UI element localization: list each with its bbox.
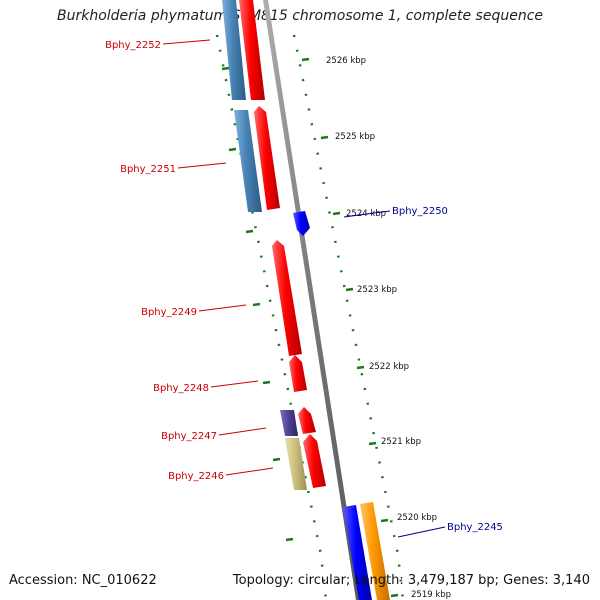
gene-bphy-2245-orange: [360, 502, 390, 600]
tick-label-2520: 2520 kbp: [397, 513, 437, 523]
gene-label-bphy-2248[interactable]: Bphy_2248: [153, 383, 209, 394]
map-title: Burkholderia phymatum STM815 chromosome …: [56, 8, 543, 24]
gene-bphy-2247-purple: [280, 410, 298, 436]
gene-label-bphy-2252[interactable]: Bphy_2252: [105, 40, 161, 51]
gene-bphy-2246: [303, 434, 326, 488]
gene-label-bphy-2245[interactable]: Bphy_2245: [447, 522, 503, 533]
tick-marks: [221, 57, 399, 598]
gene-bphy-2250: [293, 211, 310, 236]
label-leaders: [162, 39, 446, 538]
tick-label-2523: 2523 kbp: [357, 285, 397, 295]
tick-label-2521: 2521 kbp: [381, 437, 421, 447]
backbone: [263, 0, 361, 600]
tick-label-2519: 2519 kbp: [411, 590, 451, 600]
gene-bphy-2252: [239, 0, 265, 100]
gene-bphy-2248: [289, 355, 307, 392]
gene-bphy-2251-steel: [234, 110, 262, 212]
gene-label-bphy-2250[interactable]: Bphy_2250: [392, 206, 448, 217]
gene-bphy-2245: [343, 505, 372, 600]
tick-label-2522: 2522 kbp: [369, 362, 409, 372]
gene-label-bphy-2249[interactable]: Bphy_2249: [141, 307, 197, 318]
gene-bphy-2246-khaki: [285, 438, 307, 490]
tick-label-2525: 2525 kbp: [335, 132, 375, 142]
gene-label-bphy-2251[interactable]: Bphy_2251: [120, 164, 176, 175]
gene-bphy-2249: [272, 240, 302, 356]
accession-text: Accession: NC_010622: [9, 573, 157, 588]
gene-label-bphy-2246[interactable]: Bphy_2246: [168, 471, 224, 482]
gene-label-bphy-2247[interactable]: Bphy_2247: [161, 431, 217, 442]
inner-tick-ring: [215, 34, 328, 600]
genome-summary-text: Topology: circular; Length: 3,479,187 bp…: [232, 573, 590, 588]
tick-label-2526: 2526 kbp: [326, 56, 366, 66]
gene-bphy-2252-steel: [222, 0, 246, 100]
gene-bphy-2251: [254, 106, 280, 210]
gene-bphy-2247: [298, 407, 316, 434]
